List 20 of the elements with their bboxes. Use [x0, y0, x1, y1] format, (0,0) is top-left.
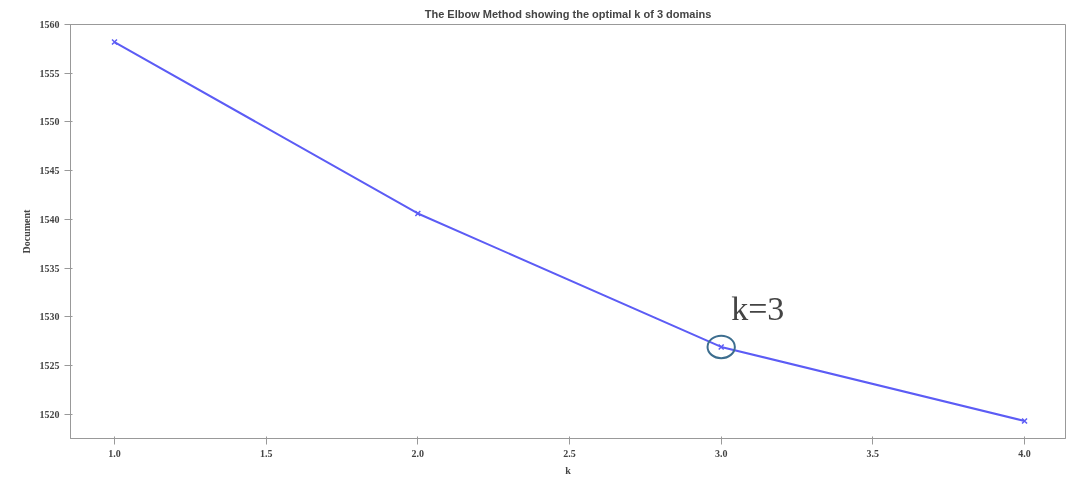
- y-tick-label: 1525: [39, 359, 60, 371]
- annotation: k=3: [731, 289, 785, 327]
- x-tick-label: 1.0: [108, 447, 121, 459]
- y-tick-label: 1535: [39, 262, 60, 274]
- y-tick-label: 1520: [39, 408, 60, 420]
- y-tick-label: 1550: [39, 116, 60, 128]
- x-tick-label: 2.5: [563, 447, 576, 459]
- y-tick-label: 1555: [39, 67, 60, 79]
- x-tick-label: 2.0: [411, 447, 425, 459]
- y-tick-label: 1530: [39, 311, 60, 323]
- y-axis-title: Document: [20, 208, 32, 254]
- y-tick-label: 1545: [39, 165, 60, 177]
- x-tick-label: 3.0: [714, 447, 728, 459]
- y-tick-label: 1540: [39, 213, 60, 225]
- x-tick-label: 1.5: [259, 447, 273, 459]
- x-axis-title: k: [565, 464, 572, 476]
- x-tick-label: 4.0: [1018, 447, 1031, 459]
- y-tick-label: 1560: [39, 19, 60, 30]
- x-tick-label: 3.5: [866, 447, 880, 459]
- chart-title: The Elbow Method showing the optimal k of 3 domains: [424, 7, 712, 20]
